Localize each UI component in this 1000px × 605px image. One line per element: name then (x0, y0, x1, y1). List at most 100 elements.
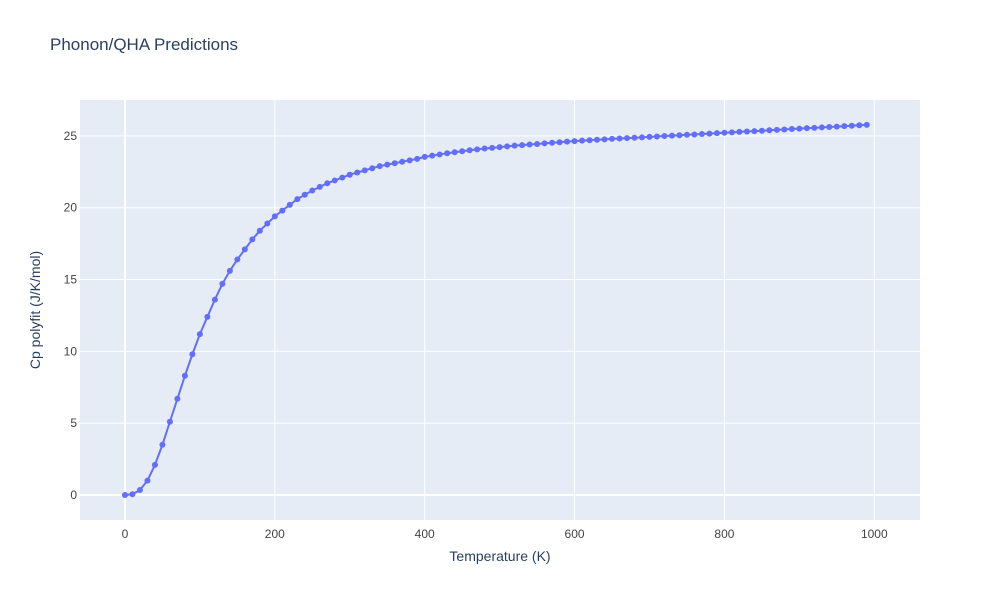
data-point (773, 126, 780, 133)
data-point (136, 486, 143, 493)
data-point (459, 148, 466, 155)
data-line (124, 123, 867, 497)
x-tick-label: 200 (265, 527, 285, 541)
data-point (234, 256, 241, 263)
data-point (121, 492, 128, 499)
data-point (541, 140, 548, 147)
data-point (489, 144, 496, 151)
data-point (571, 138, 578, 145)
data-point (638, 134, 645, 141)
data-point (609, 135, 616, 142)
x-tick-label: 1000 (861, 527, 888, 541)
data-point (743, 128, 750, 135)
data-point (474, 146, 481, 153)
data-point (668, 132, 675, 139)
x-axis-title: Temperature (K) (449, 548, 550, 564)
data-point (534, 140, 541, 147)
x-tick-label: 800 (714, 527, 734, 541)
data-point (796, 125, 803, 132)
data-point (466, 147, 473, 154)
data-point (721, 129, 728, 136)
data-point (788, 126, 795, 133)
data-point (564, 138, 571, 145)
y-tick-label: 0 (70, 488, 77, 502)
x-tick-label: 600 (565, 527, 585, 541)
data-point (219, 280, 226, 287)
data-point (833, 123, 840, 130)
data-point (444, 150, 451, 157)
data-point (579, 137, 586, 144)
data-point (766, 127, 773, 134)
data-point (781, 126, 788, 133)
data-point (391, 160, 398, 167)
data-point (211, 296, 218, 303)
data-point (271, 213, 278, 220)
data-point (316, 183, 323, 190)
data-point (226, 267, 233, 274)
data-point (481, 145, 488, 152)
data-point (196, 331, 203, 338)
data-point (683, 131, 690, 138)
data-point (706, 130, 713, 137)
data-point (653, 133, 660, 140)
y-tick-label: 25 (64, 129, 78, 143)
data-point (399, 158, 406, 165)
data-point (174, 395, 181, 402)
data-point (601, 136, 608, 143)
data-point (414, 155, 421, 162)
data-point (728, 129, 735, 136)
data-point (549, 139, 556, 146)
data-point (631, 134, 638, 141)
data-point (736, 128, 743, 135)
data-point (519, 142, 526, 149)
data-point (346, 171, 353, 178)
data-point (331, 177, 338, 184)
data-point (181, 372, 188, 379)
data-point (151, 461, 158, 468)
data-point (204, 313, 211, 320)
y-tick-label: 10 (64, 344, 78, 358)
data-point (339, 174, 346, 181)
data-point (616, 135, 623, 142)
data-point (646, 133, 653, 140)
data-point (189, 351, 196, 358)
data-point (856, 122, 863, 129)
data-point (286, 201, 293, 208)
data-point (496, 144, 503, 151)
data-point (241, 246, 248, 253)
data-point (586, 137, 593, 144)
data-point (848, 122, 855, 129)
data-point (264, 220, 271, 227)
data-point (863, 121, 870, 128)
chart-title: Phonon/QHA Predictions (50, 35, 238, 54)
data-point (751, 128, 758, 135)
data-point (556, 139, 563, 146)
data-point (166, 418, 173, 425)
x-tick-label: 400 (415, 527, 435, 541)
data-point (361, 167, 368, 174)
data-point (511, 142, 518, 149)
plot-area (80, 100, 920, 520)
data-point (758, 127, 765, 134)
y-tick-label: 20 (64, 201, 78, 215)
data-point (256, 227, 263, 234)
data-point (594, 136, 601, 143)
data-point (691, 131, 698, 138)
data-point (713, 130, 720, 137)
data-point (818, 124, 825, 131)
data-point (451, 149, 458, 156)
data-point (309, 187, 316, 194)
x-tick-label: 0 (122, 527, 129, 541)
data-point (369, 165, 376, 172)
data-point (301, 191, 308, 198)
data-point (129, 491, 136, 498)
y-tick-label: 5 (70, 416, 77, 430)
y-tick-label: 15 (64, 273, 78, 287)
data-point (811, 124, 818, 131)
data-point (526, 141, 533, 148)
data-point (249, 236, 256, 243)
y-axis-title: Cp polyfit (J/K/mol) (27, 251, 43, 369)
data-point (324, 180, 331, 187)
data-point (279, 207, 286, 214)
